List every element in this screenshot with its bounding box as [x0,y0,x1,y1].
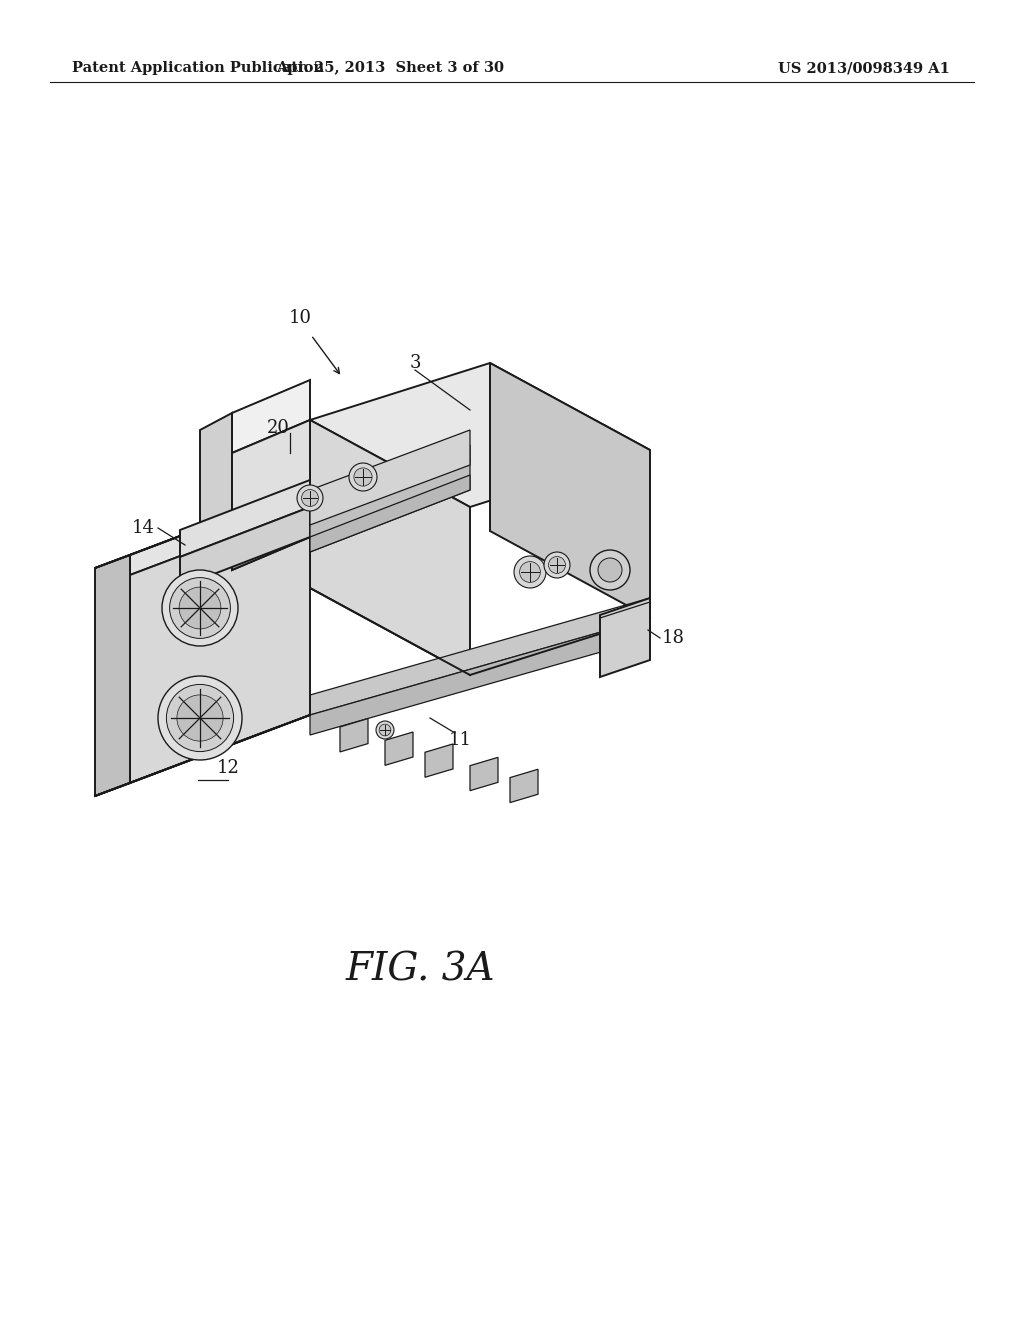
Polygon shape [310,445,470,521]
Polygon shape [180,507,310,587]
Polygon shape [310,598,650,715]
Polygon shape [130,487,310,576]
Circle shape [598,558,622,582]
Text: 12: 12 [216,759,240,777]
Polygon shape [200,531,232,568]
Text: FIG. 3A: FIG. 3A [345,952,495,989]
Polygon shape [232,380,310,453]
Circle shape [170,578,230,639]
Polygon shape [470,758,498,791]
Polygon shape [510,770,538,803]
Text: 20: 20 [266,418,290,437]
Polygon shape [600,598,650,677]
Polygon shape [340,718,368,752]
Text: 18: 18 [662,630,685,647]
Polygon shape [200,413,232,546]
Polygon shape [95,715,310,796]
Text: 11: 11 [449,731,471,748]
Polygon shape [232,420,310,570]
Circle shape [301,490,318,507]
Text: US 2013/0098349 A1: US 2013/0098349 A1 [778,61,950,75]
Polygon shape [130,507,310,783]
Circle shape [179,587,221,628]
Polygon shape [310,618,650,735]
Polygon shape [95,554,130,796]
Circle shape [158,676,242,760]
Circle shape [354,467,372,486]
Text: Patent Application Publication: Patent Application Publication [72,61,324,75]
Text: 3: 3 [410,354,421,372]
Circle shape [519,561,541,582]
Circle shape [379,725,391,735]
Polygon shape [232,517,310,570]
Text: 10: 10 [289,309,311,327]
Circle shape [297,484,323,511]
Circle shape [549,557,565,573]
Circle shape [514,556,546,587]
Circle shape [590,550,630,590]
Polygon shape [95,487,310,568]
Polygon shape [310,475,470,552]
Polygon shape [180,480,310,557]
Polygon shape [310,430,470,525]
Polygon shape [490,363,650,618]
Circle shape [162,570,238,645]
Circle shape [376,721,394,739]
Circle shape [544,552,570,578]
Polygon shape [310,459,470,552]
Circle shape [349,463,377,491]
Circle shape [166,684,233,751]
Text: Apr. 25, 2013  Sheet 3 of 30: Apr. 25, 2013 Sheet 3 of 30 [276,61,504,75]
Polygon shape [425,744,453,777]
Polygon shape [310,420,470,675]
Text: 14: 14 [132,519,155,537]
Polygon shape [385,733,413,766]
Circle shape [177,694,223,741]
Polygon shape [310,363,650,507]
